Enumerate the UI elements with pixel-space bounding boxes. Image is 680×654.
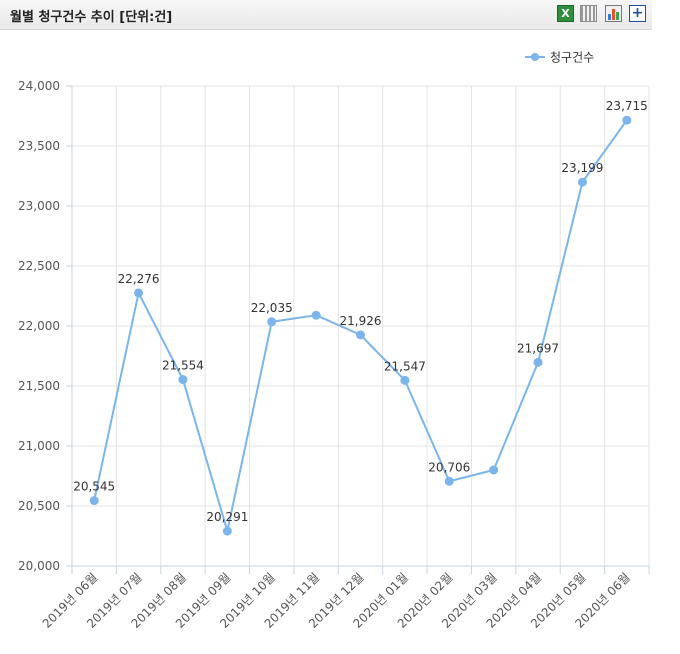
data-label: 20,706 [428, 460, 470, 474]
data-point[interactable] [134, 288, 144, 298]
y-tick-label: 20,500 [18, 499, 60, 513]
data-label: 22,035 [251, 301, 293, 315]
legend-label: 청구건수 [550, 51, 594, 65]
data-point[interactable] [356, 330, 365, 340]
y-tick-label: 23,500 [18, 139, 60, 153]
grid-view-icon[interactable] [580, 5, 597, 22]
data-label: 21,697 [517, 341, 559, 355]
data-point[interactable] [577, 177, 587, 187]
expand-plus-icon[interactable]: + [629, 5, 646, 22]
data-point[interactable] [222, 526, 232, 536]
data-label: 22,276 [118, 272, 160, 286]
y-tick-label: 21,500 [18, 379, 60, 393]
y-tick-label: 21,000 [18, 439, 60, 453]
chart-title: 월별 청구건수 추이 [단위:건] [10, 10, 173, 25]
data-label: 23,715 [606, 99, 648, 113]
data-point[interactable] [311, 310, 321, 320]
bar-chart-icon[interactable] [605, 5, 622, 22]
y-tick-label: 20,000 [18, 559, 60, 573]
y-tick-label: 22,000 [18, 319, 60, 333]
data-point[interactable] [267, 317, 277, 327]
y-tick-label: 24,000 [18, 79, 60, 93]
data-point[interactable] [622, 115, 632, 125]
data-point[interactable] [533, 357, 543, 367]
data-point[interactable] [444, 476, 454, 486]
data-label: 21,926 [340, 314, 382, 328]
data-label: 23,199 [561, 161, 603, 175]
data-point[interactable] [178, 375, 188, 385]
data-label: 21,547 [384, 359, 426, 373]
y-tick-label: 23,000 [18, 199, 60, 213]
data-label: 20,545 [73, 480, 115, 494]
data-label: 20,291 [206, 510, 248, 524]
legend-dot-marker [531, 53, 539, 61]
y-tick-label: 22,500 [18, 259, 60, 273]
data-label: 21,554 [162, 359, 204, 373]
excel-export-icon[interactable]: X [557, 5, 574, 22]
legend[interactable]: 청구건수 [525, 51, 594, 65]
data-point[interactable] [400, 375, 410, 385]
data-point[interactable] [489, 465, 499, 475]
data-point[interactable] [89, 496, 99, 506]
chart-header: 월별 청구건수 추이 [단위:건] X + [0, 0, 652, 30]
